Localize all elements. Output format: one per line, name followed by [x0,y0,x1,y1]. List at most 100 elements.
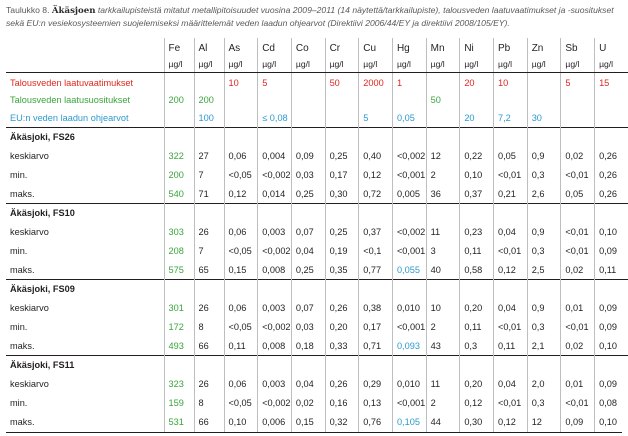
data-cell: 0,04 [493,298,528,318]
reference-value: 7,2 [493,109,528,128]
section-empty-cell [425,203,460,223]
row-label: maks. [10,340,35,351]
data-cell: 11 [425,222,460,242]
unit-header: µg/l [324,56,359,73]
data-cell: 0,33 [324,336,359,356]
reference-value [594,109,628,128]
column-header: Co [290,38,326,56]
data-cell: 575 [163,260,194,280]
section-empty-cell [290,279,326,299]
table-row: maks. 493 66 0,11 0,008 0,18 0,33 0,71 0,093 43 0,… [6,336,628,356]
data-cell: <0,05 [223,317,258,337]
reference-value [594,90,628,109]
section-empty-cell [526,203,561,223]
section-empty-cell [257,279,292,299]
reference-value [223,90,258,109]
section-empty-cell [193,355,224,375]
data-cell: 0,19 [324,241,359,261]
data-cell: 0,22 [459,146,494,166]
reference-value [163,72,194,91]
data-cell: <0,01 [493,317,528,337]
data-cell: 10 [425,298,460,318]
data-cell: 0,20 [324,317,359,337]
section-empty-cell [493,355,528,375]
row-label: maks. [10,264,35,275]
data-cell: 0,010 [391,298,427,318]
data-cell: 0,11 [493,336,528,356]
section-empty-cell [526,355,561,375]
data-cell: 0,15 [290,412,326,432]
section-empty-cell [594,355,628,375]
data-cell: 12 [526,412,561,432]
section-empty-cell [223,355,258,375]
data-cell: 0,26 [324,298,359,318]
section-empty-cell [425,279,460,299]
data-cell: 172 [163,317,194,337]
reference-value: 30 [526,109,561,128]
section-empty-cell [425,355,460,375]
data-cell: 0,07 [290,298,326,318]
data-cell: <0,01 [560,222,595,242]
data-cell: 0,26 [594,184,628,204]
section-empty-cell [193,127,224,147]
data-cell: 26 [193,374,224,394]
row-label: keskiarvo [10,227,49,237]
data-cell: 0,008 [257,336,292,356]
reference-value [358,90,393,109]
reference-value [290,72,326,91]
data-cell: 0,12 [358,165,393,185]
row-label: maks. [10,188,35,199]
section-empty-cell [163,279,194,299]
reference-row-requirements: Talousveden laatuvaatimukset 10 5 50 2000 1 20… [6,72,628,91]
reference-value [290,90,326,109]
section-empty-cell [358,203,393,223]
data-cell: <0,002 [391,222,427,242]
data-cell: 303 [163,222,194,242]
data-cell: 27 [193,146,224,166]
table-row: keskiarvo 323 26 0,06 0,003 0,04 0,26 0,29 0,010… [6,374,628,394]
data-cell: <0,05 [223,393,258,413]
data-cell: 0,003 [257,374,292,394]
section-empty-cell [459,127,494,147]
table-row: maks. 540 71 0,12 0,014 0,25 0,30 0,72 0,005 36 0,… [6,184,628,204]
reference-value: 10 [493,72,528,91]
section-empty-cell [493,203,528,223]
data-cell: 0,16 [324,393,359,413]
reference-value [560,109,595,128]
reference-value: 5 [257,72,292,91]
data-cell: 0,20 [459,298,494,318]
section-empty-cell [391,127,427,147]
section-empty-cell [358,355,393,375]
section-empty-cell [290,127,326,147]
data-cell: 200 [163,165,194,185]
unit-header: µg/l [358,56,393,73]
unit-header: µg/l [459,56,494,73]
data-cell: 322 [163,146,194,166]
data-cell: 0,17 [358,317,393,337]
data-cell: 2,5 [526,260,561,280]
data-cell: <0,01 [493,241,528,261]
data-cell: <0,01 [493,165,528,185]
data-cell: 0,02 [560,336,595,356]
section-empty-cell [560,127,595,147]
unit-header: µg/l [223,56,258,73]
data-cell: 0,06 [223,146,258,166]
data-cell: 0,38 [358,298,393,318]
data-cell: 0,07 [290,222,326,242]
header-corner [6,38,164,56]
reference-value: 1 [391,72,427,91]
unit-header: µg/l [163,56,194,73]
section-title: Äkäsjoki, FS26 [6,127,164,147]
section-empty-cell [193,203,224,223]
data-cell: 0,58 [459,260,494,280]
section-header-row: Äkäsjoki, FS09 [6,279,628,299]
data-cell: <0,002 [257,241,292,261]
data-cell: 0,32 [324,412,359,432]
section-title: Äkäsjoki, FS11 [6,355,164,375]
reference-label: EU:n veden laadun ohjearvot [10,113,129,123]
reference-value [526,90,561,109]
data-cell: 0,11 [459,317,494,337]
column-header: Cd [257,38,292,56]
data-cell: 0,105 [391,412,427,432]
section-empty-cell [163,127,194,147]
